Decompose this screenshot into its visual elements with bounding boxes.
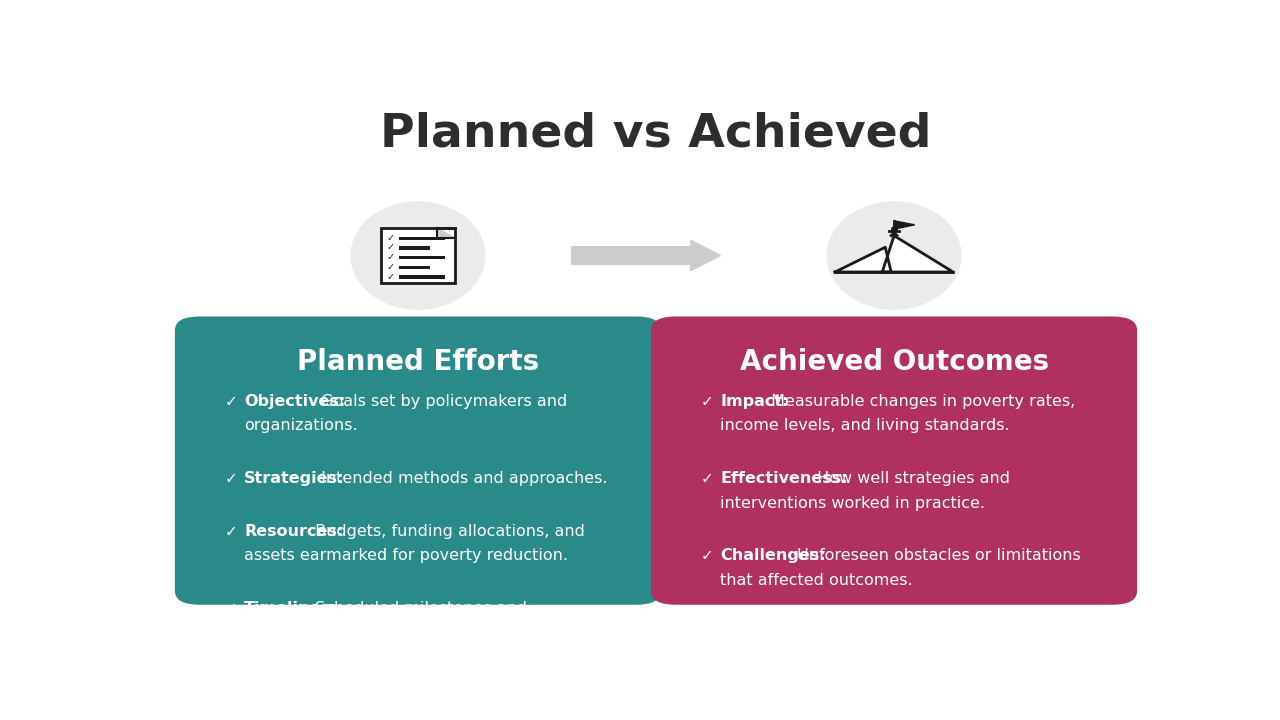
Text: Objectives:: Objectives: bbox=[244, 394, 346, 409]
Text: ✓: ✓ bbox=[224, 394, 237, 409]
Text: ✓: ✓ bbox=[224, 524, 237, 539]
Text: that affected outcomes.: that affected outcomes. bbox=[721, 572, 913, 588]
Polygon shape bbox=[835, 247, 891, 272]
FancyBboxPatch shape bbox=[652, 317, 1137, 605]
Ellipse shape bbox=[351, 201, 485, 310]
FancyBboxPatch shape bbox=[398, 266, 430, 269]
Text: Insights for future planning: Insights for future planning bbox=[826, 625, 1050, 640]
FancyArrow shape bbox=[572, 240, 721, 271]
Polygon shape bbox=[895, 221, 915, 229]
Text: Timelines:: Timelines: bbox=[244, 601, 338, 616]
FancyBboxPatch shape bbox=[398, 256, 445, 259]
Text: Measurable changes in poverty rates,: Measurable changes in poverty rates, bbox=[767, 394, 1075, 409]
Text: Planned Efforts: Planned Efforts bbox=[297, 348, 539, 377]
Text: Goals set by policymakers and: Goals set by policymakers and bbox=[316, 394, 567, 409]
Text: ✓: ✓ bbox=[387, 262, 394, 272]
Text: and improvement.: and improvement. bbox=[721, 649, 869, 665]
Text: ✓: ✓ bbox=[700, 625, 713, 640]
Ellipse shape bbox=[827, 201, 961, 310]
FancyBboxPatch shape bbox=[398, 246, 430, 250]
Text: Scheduled milestones and: Scheduled milestones and bbox=[310, 601, 526, 616]
Text: Planned vs Achieved: Planned vs Achieved bbox=[380, 111, 932, 156]
Text: Budgets, funding allocations, and: Budgets, funding allocations, and bbox=[310, 524, 585, 539]
Text: income levels, and living standards.: income levels, and living standards. bbox=[721, 418, 1010, 433]
FancyBboxPatch shape bbox=[175, 317, 660, 605]
FancyBboxPatch shape bbox=[380, 228, 456, 283]
Text: Strategies:: Strategies: bbox=[244, 471, 344, 486]
Text: ✓: ✓ bbox=[700, 394, 713, 409]
Text: ✓: ✓ bbox=[387, 271, 394, 282]
FancyBboxPatch shape bbox=[398, 237, 445, 240]
Text: ✓: ✓ bbox=[387, 243, 394, 253]
FancyBboxPatch shape bbox=[398, 276, 445, 279]
Text: interventions worked in practice.: interventions worked in practice. bbox=[721, 495, 986, 510]
Text: Achieved Outcomes: Achieved Outcomes bbox=[740, 348, 1048, 377]
Text: Resources:: Resources: bbox=[244, 524, 343, 539]
Text: ✓: ✓ bbox=[700, 548, 713, 563]
Text: Challenges:: Challenges: bbox=[721, 548, 826, 563]
Text: ✓: ✓ bbox=[224, 471, 237, 486]
Text: ✓: ✓ bbox=[700, 471, 713, 486]
Text: completion targets.: completion targets. bbox=[244, 625, 402, 640]
Text: How well strategies and: How well strategies and bbox=[812, 471, 1010, 486]
Text: ✓: ✓ bbox=[387, 233, 394, 243]
Text: assets earmarked for poverty reduction.: assets earmarked for poverty reduction. bbox=[244, 548, 568, 563]
Text: Unforeseen obstacles or limitations: Unforeseen obstacles or limitations bbox=[792, 548, 1082, 563]
Text: Lessons Learned:: Lessons Learned: bbox=[721, 625, 878, 640]
Text: ✓: ✓ bbox=[224, 601, 237, 616]
Text: Intended methods and approaches.: Intended methods and approaches. bbox=[316, 471, 608, 486]
Text: Impact:: Impact: bbox=[721, 394, 788, 409]
Text: ✓: ✓ bbox=[387, 252, 394, 262]
Text: organizations.: organizations. bbox=[244, 418, 358, 433]
Text: Effectiveness:: Effectiveness: bbox=[721, 471, 849, 486]
Polygon shape bbox=[438, 228, 456, 238]
Polygon shape bbox=[882, 235, 954, 272]
